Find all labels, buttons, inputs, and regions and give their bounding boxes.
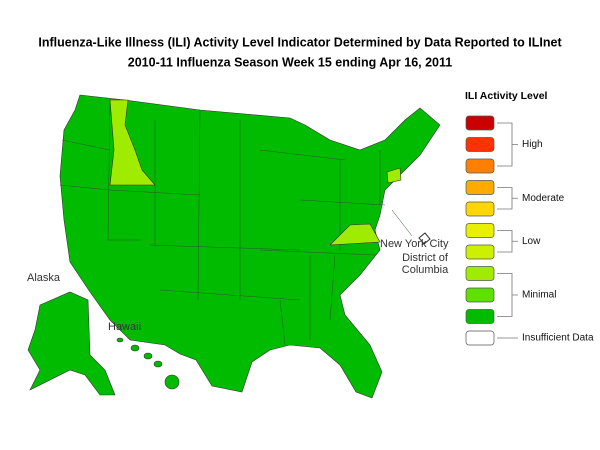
subtitle: 2010-11 Influenza Season Week 15 ending … <box>128 55 453 69</box>
legend: High Moderate Low Minimal Insufficient Data <box>465 115 594 346</box>
legend-swatch <box>465 287 495 303</box>
legend-bracket <box>497 230 518 253</box>
virginia <box>329 223 381 246</box>
legend-bracket <box>497 122 518 167</box>
legend-label: High <box>522 139 543 150</box>
hawaii <box>116 337 180 390</box>
legend-swatch <box>465 201 495 217</box>
dc-outline <box>418 232 431 245</box>
nyc-label: New York City <box>380 238 449 250</box>
legend-swatch <box>465 137 495 152</box>
legend-label: Minimal <box>522 290 556 301</box>
legend-swatch <box>465 115 495 131</box>
legend-swatch <box>465 223 495 238</box>
legend-swatch <box>465 158 495 174</box>
connecticut <box>386 167 402 184</box>
legend-swatch <box>465 180 495 195</box>
alaska <box>27 291 116 396</box>
legend-swatch <box>465 244 495 260</box>
hawaii-label: Hawaii <box>108 321 141 333</box>
legend-swatch <box>465 266 495 281</box>
legend-swatch <box>465 309 495 324</box>
legend-swatch <box>465 330 495 346</box>
state-borders <box>59 99 386 346</box>
legend-label: Low <box>522 236 541 247</box>
legend-title: ILI Activity Level <box>465 90 548 102</box>
legend-label: Insufficient Data <box>522 333 594 344</box>
alaska-label: Alaska <box>27 272 61 284</box>
legend-bracket <box>497 273 518 317</box>
legend-bracket <box>497 187 518 210</box>
idaho <box>109 99 156 186</box>
title: Influenza-Like Illness (ILI) Activity Le… <box>38 35 562 49</box>
dc-label: Columbia <box>402 264 449 276</box>
legend-label: Moderate <box>522 193 565 204</box>
us-map: New York City District of Columbia Alask… <box>27 94 449 399</box>
nyc-pointer <box>391 209 413 237</box>
dc-label: District of <box>402 252 449 264</box>
